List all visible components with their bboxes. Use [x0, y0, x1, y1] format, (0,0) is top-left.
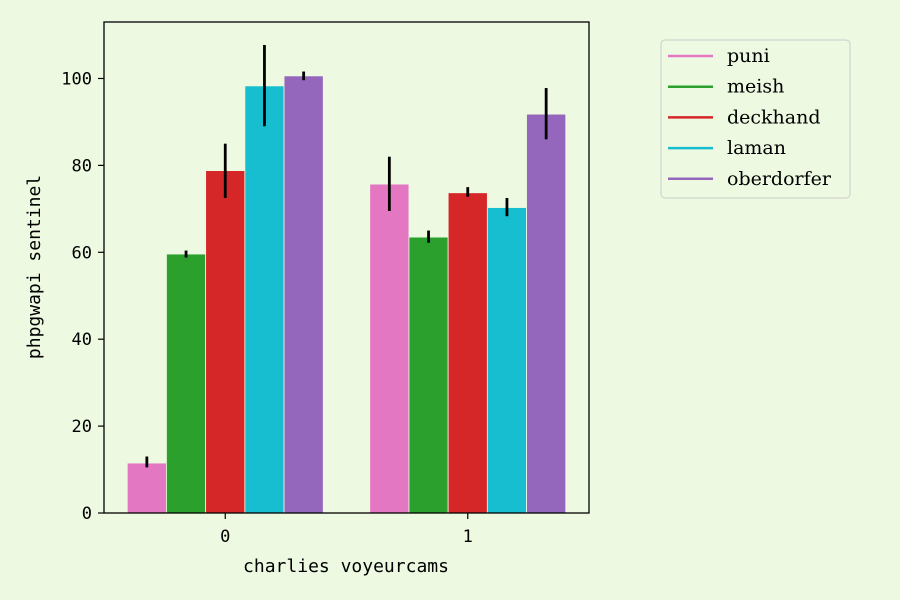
bar-deckhand-0	[205, 170, 246, 514]
legend-label-meish: meish	[727, 76, 784, 98]
bar-meish-1	[408, 236, 449, 514]
legend: puni meish deckhand laman oberdorfer	[660, 39, 851, 199]
legend-label-deckhand: deckhand	[727, 106, 821, 128]
x-tick-label: 1	[463, 527, 473, 547]
legend-label-oberdorfer: oberdorfer	[727, 168, 832, 190]
legend-box	[660, 39, 851, 199]
bar-oberdorfer-1	[526, 113, 567, 514]
bar-puni-0	[126, 462, 167, 514]
y-tick-label: 40	[72, 330, 92, 350]
y-tick-label: 100	[61, 69, 92, 89]
y-tick-label: 20	[72, 417, 92, 437]
y-tick-label: 0	[82, 504, 92, 524]
bar-laman-1	[486, 207, 527, 514]
x-axis-label: charlies voyeurcams	[243, 556, 449, 577]
error-bars-layer	[145, 45, 548, 468]
x-tick-label: 0	[220, 527, 230, 547]
bar-deckhand-1	[447, 192, 488, 514]
y-axis: 0 20 40 60 80 100	[61, 69, 104, 524]
y-axis-label: phpgwapi sentinel	[24, 175, 45, 359]
bars-layer	[126, 75, 567, 514]
bar-laman-0	[244, 85, 285, 514]
plot-frame	[103, 21, 590, 514]
bar-oberdorfer-0	[283, 75, 324, 514]
bar-meish-0	[166, 253, 207, 514]
legend-label-puni: puni	[727, 45, 770, 67]
bar-puni-1	[369, 183, 410, 514]
y-tick-label: 60	[72, 243, 92, 263]
legend-label-laman: laman	[727, 137, 786, 159]
y-tick-label: 80	[72, 156, 92, 176]
